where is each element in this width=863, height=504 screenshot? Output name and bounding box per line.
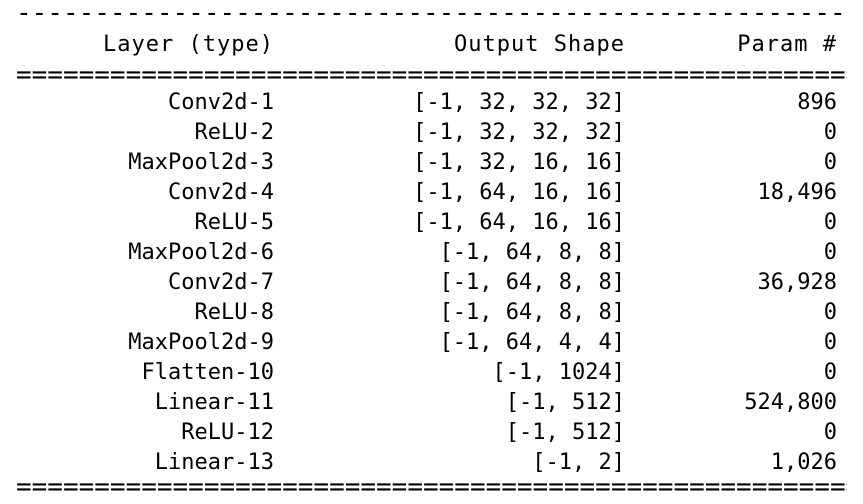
table-row: Conv2d-1 [-1, 32, 32, 32] 896 xyxy=(0,88,863,118)
layer-name: MaxPool2d-6 xyxy=(128,240,274,265)
layer-name: Conv2d-4 xyxy=(168,180,274,205)
bottom-separator: ========================================… xyxy=(16,474,847,500)
param-count: 0 xyxy=(823,330,837,355)
output-shape: [-1, 1024] xyxy=(492,360,625,385)
param-count: 524,800 xyxy=(744,390,837,415)
param-count: 896 xyxy=(797,90,837,115)
table-row: MaxPool2d-6 [-1, 64, 8, 8] 0 xyxy=(0,238,863,268)
table-row: Conv2d-7 [-1, 64, 8, 8] 36,928 xyxy=(0,268,863,298)
param-count: 0 xyxy=(823,240,837,265)
table-row: MaxPool2d-3 [-1, 32, 16, 16] 0 xyxy=(0,148,863,178)
param-count: 18,496 xyxy=(757,180,837,205)
output-shape: [-1, 2] xyxy=(532,450,625,475)
param-count: 0 xyxy=(823,420,837,445)
layer-name: Conv2d-1 xyxy=(168,90,274,115)
output-shape: [-1, 64, 16, 16] xyxy=(413,210,625,235)
table-row: Linear-13 [-1, 2] 1,026 xyxy=(0,448,863,478)
header-param-count: Param # xyxy=(737,32,837,57)
table-row: Linear-11 [-1, 512] 524,800 xyxy=(0,388,863,418)
table-row: Flatten-10 [-1, 1024] 0 xyxy=(0,358,863,388)
output-shape: [-1, 32, 32, 32] xyxy=(413,120,625,145)
layer-name: MaxPool2d-9 xyxy=(128,330,274,355)
layer-name: ReLU-8 xyxy=(194,300,274,325)
layer-name: Flatten-10 xyxy=(141,360,274,385)
table-row: ReLU-5 [-1, 64, 16, 16] 0 xyxy=(0,208,863,238)
param-count: 36,928 xyxy=(757,270,837,295)
param-count: 0 xyxy=(823,300,837,325)
output-shape: [-1, 64, 8, 8] xyxy=(439,300,625,325)
top-separator: ----------------------------------------… xyxy=(16,0,847,22)
table-row: Conv2d-4 [-1, 64, 16, 16] 18,496 xyxy=(0,178,863,208)
layer-name: ReLU-2 xyxy=(194,120,274,145)
header-layer-type: Layer (type) xyxy=(103,32,274,57)
table-row: ReLU-2 [-1, 32, 32, 32] 0 xyxy=(0,118,863,148)
param-count: 0 xyxy=(823,120,837,145)
output-shape: [-1, 64, 16, 16] xyxy=(413,180,625,205)
header-output-shape: Output Shape xyxy=(454,32,625,57)
output-shape: [-1, 32, 32, 32] xyxy=(413,90,625,115)
output-shape: [-1, 64, 4, 4] xyxy=(439,330,625,355)
layer-name: Linear-13 xyxy=(154,450,274,475)
header-separator: ========================================… xyxy=(16,62,847,86)
param-count: 0 xyxy=(823,360,837,385)
layer-name: Conv2d-7 xyxy=(168,270,274,295)
param-count: 0 xyxy=(823,210,837,235)
table-row: ReLU-12 [-1, 512] 0 xyxy=(0,418,863,448)
param-count: 1,026 xyxy=(770,450,837,475)
output-shape: [-1, 512] xyxy=(505,420,625,445)
layer-name: ReLU-5 xyxy=(194,210,274,235)
param-count: 0 xyxy=(823,150,837,175)
output-shape: [-1, 64, 8, 8] xyxy=(439,270,625,295)
table-row: MaxPool2d-9 [-1, 64, 4, 4] 0 xyxy=(0,328,863,358)
table-header: Layer (type) Output Shape Param # xyxy=(0,30,863,60)
output-shape: [-1, 64, 8, 8] xyxy=(439,240,625,265)
table-row: ReLU-8 [-1, 64, 8, 8] 0 xyxy=(0,298,863,328)
layer-name: ReLU-12 xyxy=(181,420,274,445)
output-shape: [-1, 512] xyxy=(505,390,625,415)
layer-name: Linear-11 xyxy=(154,390,274,415)
layer-name: MaxPool2d-3 xyxy=(128,150,274,175)
output-shape: [-1, 32, 16, 16] xyxy=(413,150,625,175)
